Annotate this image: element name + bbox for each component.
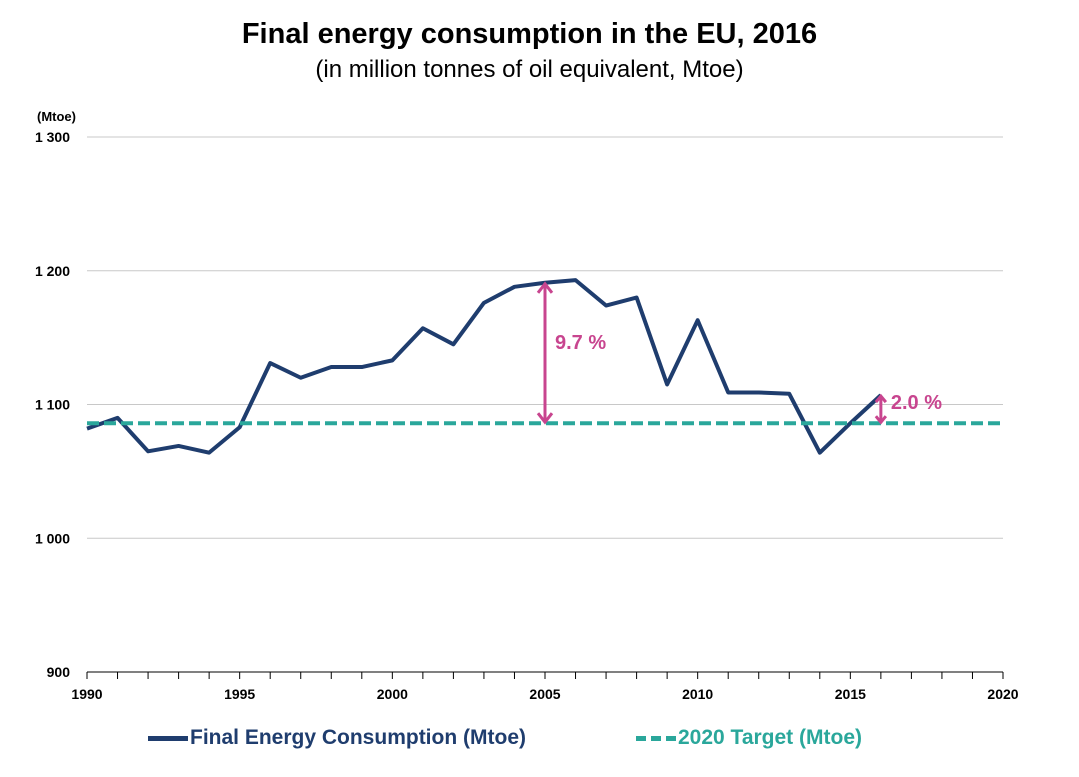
annotation-arrow: 2.0 % — [874, 392, 942, 425]
x-tick-label: 2005 — [529, 686, 560, 702]
annotation-arrow-head-down — [874, 415, 888, 425]
axes: 900 1 000 1 100 1 200 1 300 (Mtoe) 1990 1995 200… — [35, 109, 1019, 702]
y-tick-label: 1 300 — [35, 129, 70, 145]
x-tick-label: 2015 — [835, 686, 866, 702]
series-final-energy-line — [86, 278, 883, 455]
chart-title: Final energy consumption in the EU, 2016 — [241, 18, 818, 50]
annotation-label: 2.0 % — [891, 392, 942, 414]
series-layer — [86, 278, 1003, 455]
gridlines — [87, 136, 1003, 539]
legend-label-target: 2020 Target (Mtoe) — [678, 726, 862, 749]
y-tick-label: 900 — [47, 664, 71, 680]
x-tick-label: 2000 — [377, 686, 408, 702]
y-tick-label: 1 200 — [35, 263, 70, 279]
annotation-label: 9.7 % — [555, 332, 606, 354]
legend-item-target: 2020 Target (Mtoe) — [636, 726, 862, 750]
x-tick-label: 2010 — [682, 686, 713, 702]
annotation-arrow-head-up — [536, 281, 554, 294]
annotations-layer: 9.7 % 2.0 % — [536, 281, 942, 425]
x-tick-label: 2020 — [987, 686, 1018, 702]
annotation-arrow: 9.7 % — [536, 281, 606, 425]
x-tick-label: 1995 — [224, 686, 255, 702]
x-tick-label: 1990 — [71, 686, 102, 702]
y-tick-label: 1 100 — [35, 397, 70, 413]
annotation-arrow-head-up — [874, 393, 888, 404]
legend-swatch-solid — [148, 735, 188, 741]
legend-item-final-energy: Final Energy Consumption (Mtoe) — [148, 726, 526, 750]
y-axis-unit: (Mtoe) — [37, 109, 76, 124]
chart-subtitle: (in million tonnes of oil equivalent, Mt… — [315, 56, 744, 83]
y-tick-label: 1 000 — [35, 530, 70, 546]
annotation-arrow-head-down — [536, 412, 554, 425]
legend-swatch-dashed — [636, 735, 676, 741]
legend-label-final-energy: Final Energy Consumption (Mtoe) — [190, 726, 526, 749]
